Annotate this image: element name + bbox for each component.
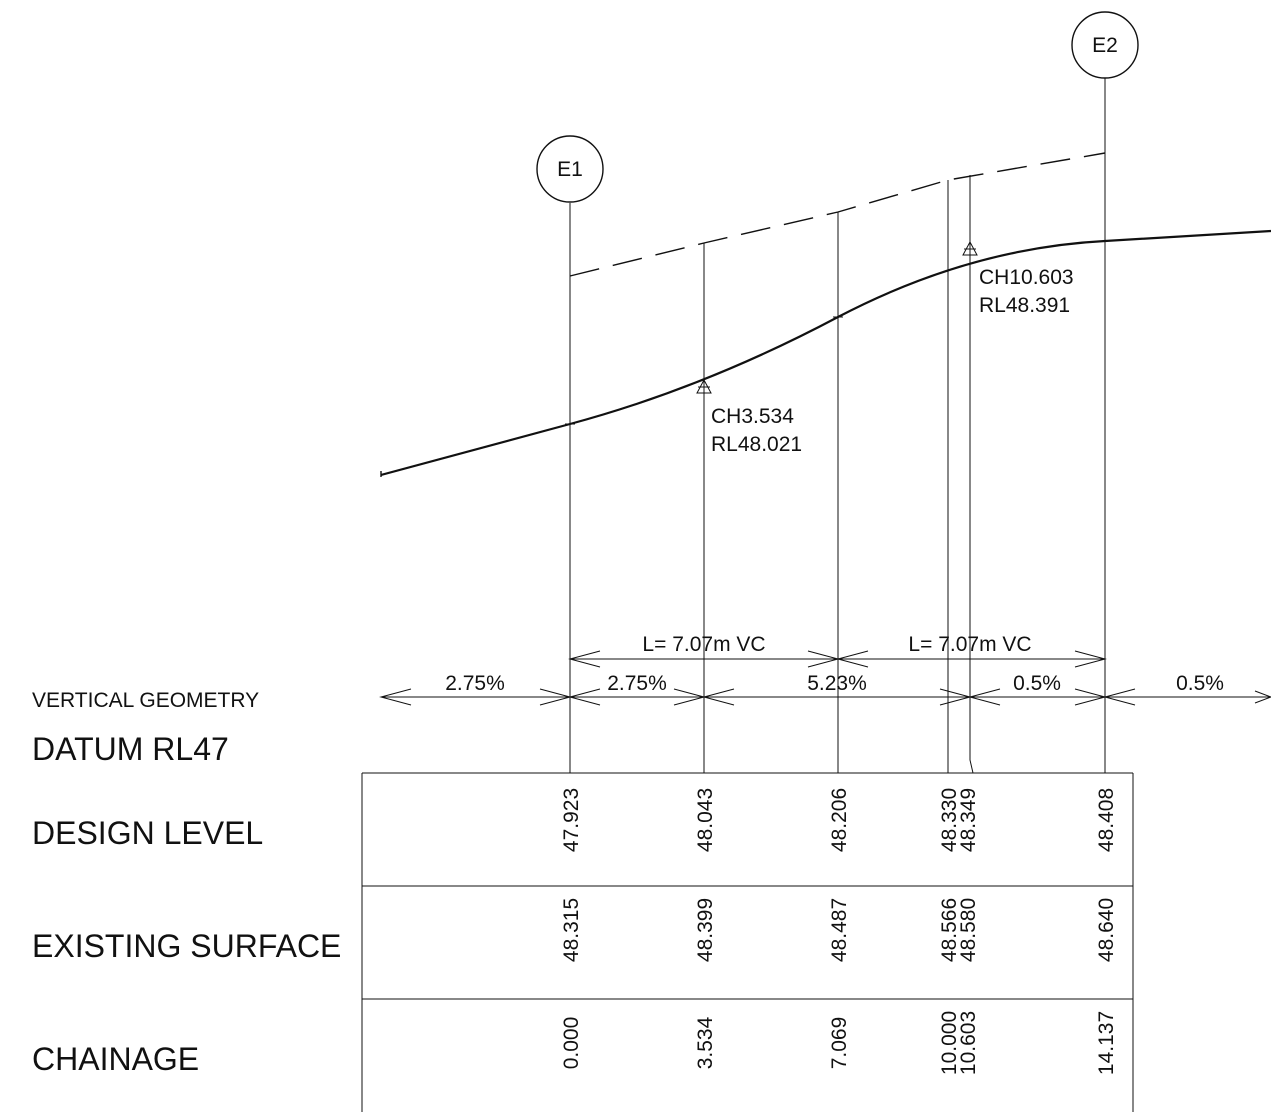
- vc-dimension-1: L= 7.07m VC: [568, 633, 840, 668]
- grade-label-1: 2.75%: [445, 672, 505, 695]
- design-profile-line: [380, 229, 1271, 477]
- existing-surface-value: 48.399: [694, 898, 717, 962]
- station-line-ip2: [969, 175, 974, 774]
- marker-e2: E2: [1071, 11, 1139, 79]
- design-level-value: 48.043: [694, 788, 717, 852]
- marker-e2-label: E2: [1092, 34, 1118, 57]
- ip2-chainage-label: CH10.603: [979, 266, 1074, 289]
- datum-label: DATUM RL47: [32, 731, 229, 767]
- profile-nodes: [565, 240, 1110, 425]
- vc-1-label: L= 7.07m VC: [642, 633, 765, 656]
- chainage-value: 3.534: [694, 1016, 717, 1069]
- design-level-label: DESIGN LEVEL: [32, 815, 263, 851]
- chainage-value: 10.000: [938, 1011, 961, 1075]
- design-level-value: 48.349: [957, 788, 980, 852]
- existing-surface-value: 48.315: [560, 898, 583, 962]
- existing-surface-label: EXISTING SURFACE: [32, 928, 341, 964]
- existing-surface-line: [569, 152, 1106, 277]
- grade-label-5: 0.5%: [1176, 672, 1224, 695]
- ip2-level-label: RL48.391: [979, 294, 1070, 317]
- chainage-label: CHAINAGE: [32, 1041, 199, 1077]
- marker-e1-label: E1: [557, 158, 583, 181]
- design-level-values: 47.923 48.043 48.206 48.330 48.349 48.40…: [560, 788, 1118, 852]
- grade-label-4: 0.5%: [1013, 672, 1061, 695]
- existing-surface-values: 48.315 48.399 48.487 48.566 48.580 48.64…: [560, 898, 1118, 962]
- ip-symbol-1: [696, 378, 712, 396]
- design-level-value: 47.923: [560, 788, 583, 852]
- design-level-value: 48.408: [1095, 788, 1118, 852]
- chainage-values: 0.000 3.534 7.069 10.000 10.603 14.137: [560, 1011, 1118, 1075]
- marker-e1: E1: [536, 135, 604, 203]
- design-level-value: 48.206: [828, 788, 851, 852]
- vc-2-label: L= 7.07m VC: [908, 633, 1031, 656]
- existing-surface-value: 48.487: [828, 898, 851, 962]
- ip1-level-label: RL48.021: [711, 433, 802, 456]
- vertical-geometry-label: VERTICAL GEOMETRY: [32, 689, 259, 712]
- existing-surface-value: 48.640: [1095, 898, 1118, 962]
- chainage-value: 7.069: [828, 1017, 851, 1070]
- marker-e2-circle: [1071, 11, 1139, 79]
- grade-label-3: 5.23%: [807, 672, 867, 695]
- chainage-value: 14.137: [1095, 1011, 1118, 1075]
- vc-dimension-2: L= 7.07m VC: [836, 633, 1107, 668]
- design-level-value: 48.330: [938, 788, 961, 852]
- existing-surface-value: 48.580: [957, 898, 980, 962]
- grade-dimensions: 2.75% 2.75% 5.23% 0.5% 0.5%: [379, 672, 1271, 706]
- grade-label-2: 2.75%: [607, 672, 667, 695]
- ip-symbol-2: [962, 240, 978, 258]
- station-lines: [569, 78, 1106, 774]
- chainage-value: 0.000: [560, 1017, 583, 1070]
- existing-surface-value: 48.566: [938, 898, 961, 962]
- data-table: [361, 772, 1134, 1112]
- ip1-chainage-label: CH3.534: [711, 405, 794, 428]
- marker-e1-circle: [536, 135, 604, 203]
- chainage-value: 10.603: [957, 1011, 980, 1075]
